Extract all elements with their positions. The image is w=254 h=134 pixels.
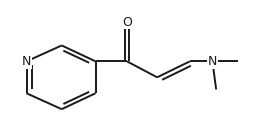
Text: N: N <box>208 55 217 68</box>
Text: N: N <box>22 55 31 68</box>
Text: O: O <box>122 16 132 29</box>
